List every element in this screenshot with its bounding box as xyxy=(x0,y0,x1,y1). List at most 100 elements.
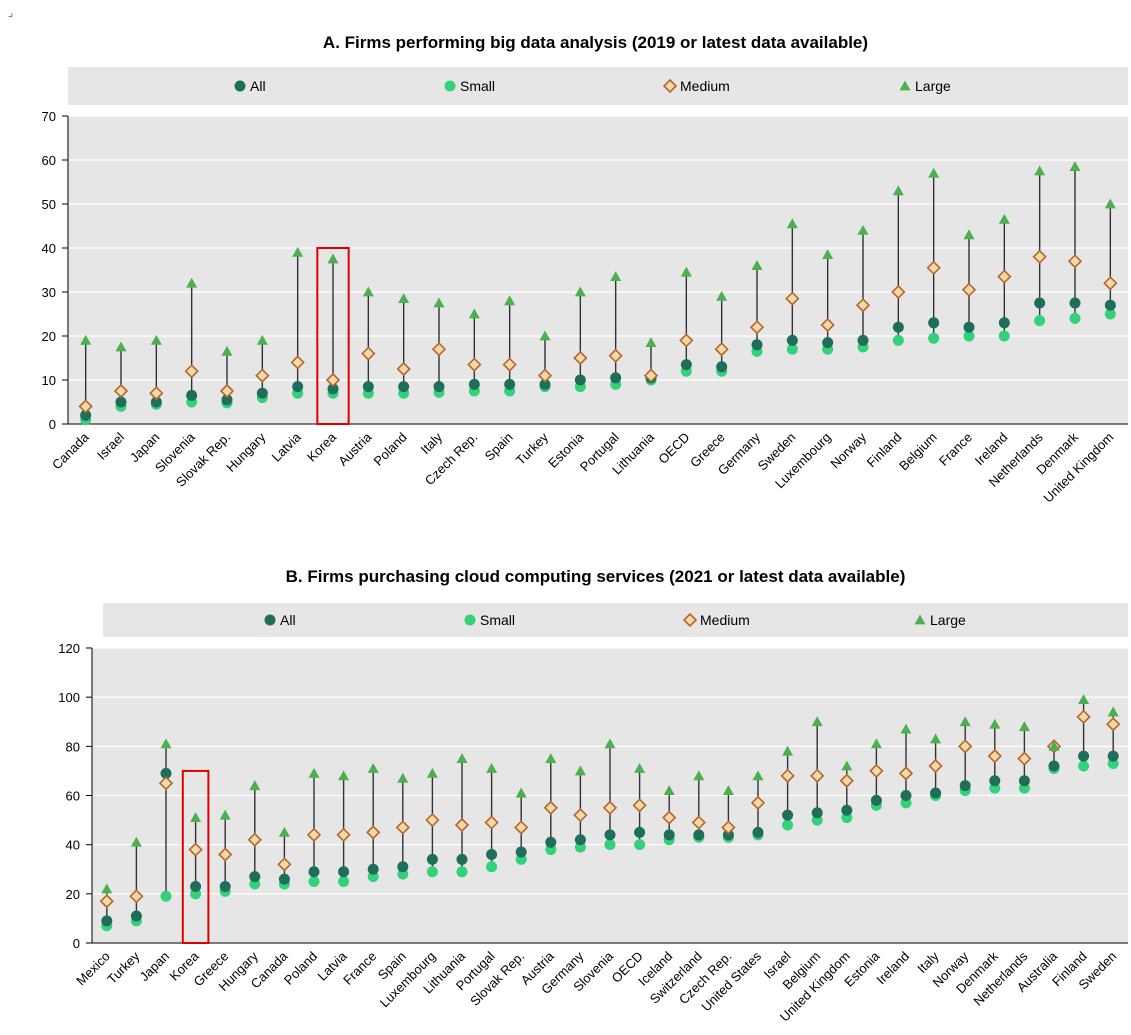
point-medium-estonia xyxy=(573,350,588,366)
point-large-belgium xyxy=(928,167,940,178)
point-all-hungary xyxy=(249,871,261,883)
x-tick-label-austria: Austria xyxy=(335,429,375,469)
point-all-canada xyxy=(80,409,92,421)
point-large-luxembourg xyxy=(426,767,438,778)
point-large-canada xyxy=(278,826,290,837)
point-medium-germany xyxy=(749,320,765,335)
y-tick-label: 10 xyxy=(42,373,56,388)
legend-marker-medium xyxy=(682,612,698,628)
legend-marker-all xyxy=(234,80,246,92)
point-large-united-kingdom xyxy=(841,760,853,771)
point-large-latvia xyxy=(338,770,350,781)
point-large-united-states xyxy=(752,770,764,781)
point-all-belgium xyxy=(811,807,823,819)
point-medium-lithuania xyxy=(454,817,470,833)
legend-label-small: Small xyxy=(460,78,495,94)
point-all-italy xyxy=(930,787,942,799)
point-all-netherlands xyxy=(1018,775,1030,787)
point-all-switzerland xyxy=(693,829,705,841)
y-tick-label: 60 xyxy=(66,789,80,804)
point-medium-france xyxy=(366,825,381,840)
point-large-italy xyxy=(433,297,445,308)
point-medium-slovenia xyxy=(602,800,618,815)
legend-marker-small xyxy=(464,614,476,626)
x-tick-label-belgium: Belgium xyxy=(896,430,940,474)
chart-panel-a: All Small Medium Large 0 10 20 30 40 50 60 70 Canada… xyxy=(42,67,1128,506)
y-tick-label: 50 xyxy=(42,197,56,212)
point-large-germany xyxy=(574,765,586,776)
point-large-japan xyxy=(160,738,172,749)
point-all-ireland xyxy=(900,790,912,801)
point-medium-slovak-rep xyxy=(219,383,235,399)
point-medium-poland xyxy=(396,361,411,377)
y-tick-label: 20 xyxy=(66,887,80,902)
point-large-poland xyxy=(308,767,320,778)
point-medium-korea xyxy=(188,842,203,857)
point-large-slovenia xyxy=(186,277,198,288)
point-all-korea xyxy=(190,880,202,892)
point-medium-united-kingdom xyxy=(1103,276,1118,291)
point-all-hungary xyxy=(256,387,268,399)
point-medium-sweden xyxy=(785,291,800,306)
x-tick-label-france: France xyxy=(936,430,975,469)
point-small-netherlands xyxy=(1034,315,1046,327)
x-tick-label-italy: Italy xyxy=(418,429,446,457)
x-tick-label-mexico: Mexico xyxy=(73,949,113,989)
point-all-lithuania xyxy=(456,853,468,865)
point-all-latvia xyxy=(292,381,304,393)
point-large-hungary xyxy=(256,334,268,345)
point-medium-finland xyxy=(1076,709,1091,724)
point-large-canada xyxy=(80,334,92,345)
point-all-netherlands xyxy=(1034,297,1046,309)
legend-marker-all xyxy=(264,614,276,626)
point-large-switzerland xyxy=(693,770,705,781)
point-large-france xyxy=(963,229,975,240)
point-all-portugal xyxy=(610,372,622,384)
point-medium-oecd xyxy=(632,798,647,813)
point-large-norway xyxy=(857,224,869,235)
point-medium-italy xyxy=(928,758,943,774)
point-all-italy xyxy=(433,381,445,393)
point-large-greece xyxy=(716,290,728,301)
point-medium-united-states xyxy=(750,795,766,811)
point-medium-latvia xyxy=(290,355,305,370)
point-medium-portugal xyxy=(608,348,623,363)
x-tick-label-korea: Korea xyxy=(304,429,340,465)
point-all-greece xyxy=(219,880,231,892)
legend: All Small Medium Large xyxy=(68,67,1128,105)
point-small-lithuania xyxy=(456,866,468,878)
point-large-belgium xyxy=(811,716,823,727)
point-medium-latvia xyxy=(336,827,351,842)
legend-background xyxy=(68,67,1128,105)
point-large-slovak-rep xyxy=(221,345,233,356)
point-all-turkey xyxy=(539,378,551,390)
point-medium-poland xyxy=(306,827,322,842)
point-medium-netherlands xyxy=(1017,751,1032,766)
point-all-luxembourg xyxy=(822,337,834,349)
point-all-israel xyxy=(782,809,794,821)
point-medium-luxembourg xyxy=(820,317,835,333)
legend-label-large: Large xyxy=(915,78,951,94)
point-medium-estonia xyxy=(869,763,884,779)
point-large-korea xyxy=(327,253,339,264)
point-small-slovenia xyxy=(604,839,616,851)
point-large-israel xyxy=(115,341,127,352)
legend: All Small Medium Large xyxy=(103,603,1128,637)
y-tick-label: 100 xyxy=(58,690,80,705)
point-medium-norway xyxy=(855,298,871,313)
point-large-turkey xyxy=(539,330,551,341)
point-medium-denmark xyxy=(987,749,1002,764)
plot-area xyxy=(68,116,1128,424)
point-all-norway xyxy=(959,780,971,792)
point-all-belgium xyxy=(928,317,940,329)
point-medium-france xyxy=(961,282,977,297)
point-medium-denmark xyxy=(1067,254,1083,269)
point-medium-mexico xyxy=(99,894,114,909)
point-all-greece xyxy=(716,361,728,373)
point-all-spain xyxy=(504,378,516,390)
point-all-estonia xyxy=(574,374,586,386)
point-small-portugal xyxy=(486,861,498,873)
point-medium-switzerland xyxy=(691,815,706,830)
point-medium-netherlands xyxy=(1032,249,1047,264)
x-tick-label-france: France xyxy=(340,949,379,988)
